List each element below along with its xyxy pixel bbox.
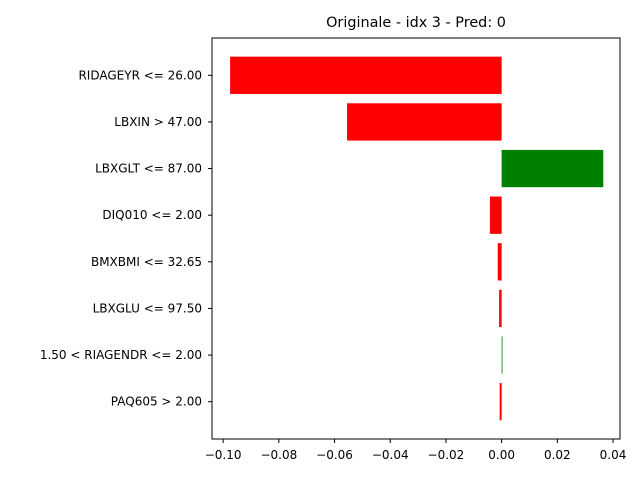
x-tick-label: −0.08 xyxy=(260,448,297,462)
x-tick-label: −0.06 xyxy=(316,448,353,462)
bar-5 xyxy=(499,289,502,328)
y-tick-label: RIDAGEYR <= 26.00 xyxy=(78,68,202,82)
y-tick-label: LBXGLU <= 97.50 xyxy=(93,301,202,315)
x-tick-label: −0.04 xyxy=(372,448,409,462)
x-axis-ticks: −0.10 −0.08 −0.06 −0.04 −0.02 0.00 0.02 0.04 xyxy=(205,439,627,462)
bar-6 xyxy=(501,336,503,374)
bar-7 xyxy=(499,383,502,421)
bar-0 xyxy=(230,56,502,94)
x-tick-label: 0.00 xyxy=(488,448,515,462)
x-tick-label: 0.02 xyxy=(544,448,571,462)
bar-4 xyxy=(497,243,502,281)
bar-2 xyxy=(501,149,604,188)
chart-title: Originale - idx 3 - Pred: 0 xyxy=(326,15,506,31)
x-tick-label: −0.10 xyxy=(205,448,242,462)
bar-3 xyxy=(489,196,502,234)
x-tick-label: 0.04 xyxy=(600,448,627,462)
y-tick-label: PAQ605 > 2.00 xyxy=(111,395,202,409)
y-axis-ticks: RIDAGEYR <= 26.00 LBXIN > 47.00 LBXGLT <= … xyxy=(40,68,212,409)
x-tick-label: −0.02 xyxy=(428,448,465,462)
y-tick-label: BMXBMI <= 32.65 xyxy=(91,255,202,269)
y-tick-label: 1.50 < RIAGENDR <= 2.00 xyxy=(40,348,202,362)
y-tick-label: LBXGLT <= 87.00 xyxy=(95,162,202,176)
bar-1 xyxy=(347,103,502,141)
y-tick-label: LBXIN > 47.00 xyxy=(114,115,202,129)
y-tick-label: DIQ010 <= 2.00 xyxy=(102,208,202,222)
axes-frame xyxy=(211,37,621,440)
bars-layer xyxy=(230,56,604,421)
